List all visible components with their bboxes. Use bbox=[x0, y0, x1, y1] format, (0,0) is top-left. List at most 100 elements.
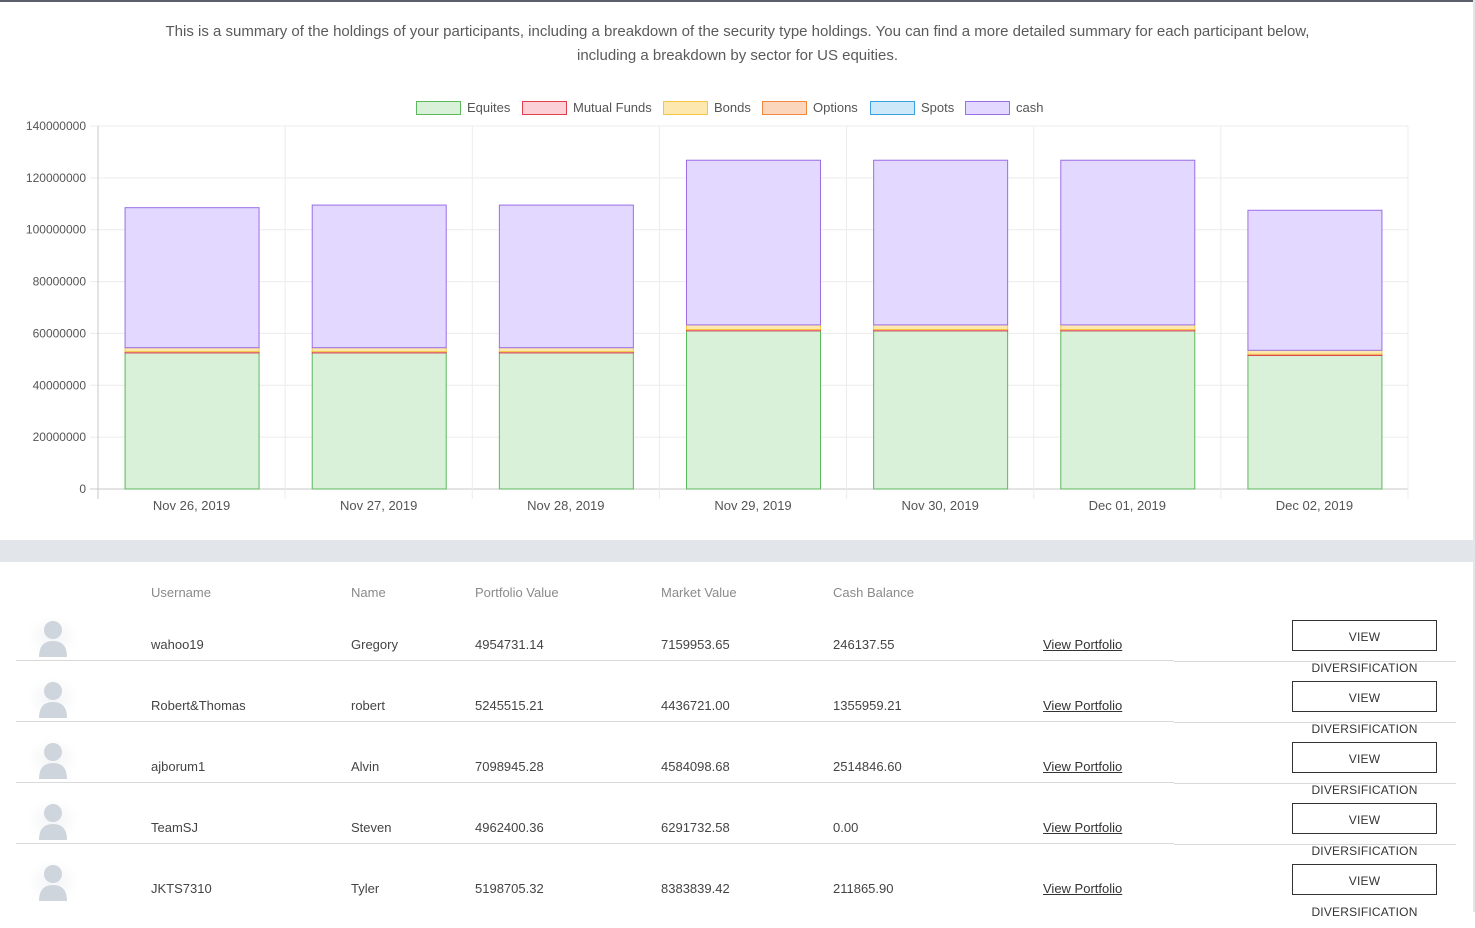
view-diversification-button[interactable]: VIEW DIVERSIFICATION bbox=[1292, 864, 1437, 919]
bar-segment-cash bbox=[311, 204, 447, 349]
cell-market-value: 4436721.00 bbox=[661, 698, 730, 713]
user-silhouette-icon bbox=[39, 804, 67, 840]
participants-table: Username Name Portfolio Value Market Val… bbox=[0, 562, 1475, 919]
cell-cash-balance: 2514846.60 bbox=[833, 759, 902, 774]
bar-segment-cash bbox=[1060, 159, 1196, 326]
row-divider bbox=[134, 660, 1174, 661]
view-portfolio-link[interactable]: View Portfolio bbox=[1043, 881, 1123, 896]
cell-name: robert bbox=[351, 698, 385, 713]
cell-market-value: 8383839.42 bbox=[661, 881, 730, 896]
x-tick-label: Nov 26, 2019 bbox=[153, 498, 230, 513]
y-tick-label: 20000000 bbox=[33, 430, 87, 444]
bar-segment-equites bbox=[873, 330, 1009, 490]
row-divider bbox=[1174, 844, 1456, 845]
header-cash-balance: Cash Balance bbox=[833, 585, 914, 600]
table-row: TeamSJ Steven 4962400.36 6291732.58 0.00… bbox=[0, 798, 1475, 859]
avatar bbox=[28, 678, 78, 718]
row-divider bbox=[134, 843, 1174, 844]
bar-segment-bonds bbox=[498, 347, 634, 353]
legend-swatch bbox=[416, 101, 461, 115]
bar-segment-cash bbox=[498, 204, 634, 349]
user-silhouette-icon bbox=[39, 865, 67, 901]
header-name: Name bbox=[351, 585, 386, 600]
row-divider bbox=[134, 782, 1174, 783]
view-portfolio-link[interactable]: View Portfolio bbox=[1043, 759, 1123, 774]
cell-cash-balance: 1355959.21 bbox=[833, 698, 902, 713]
legend-label: Equites bbox=[467, 100, 511, 115]
summary-description-line-2: including a breakdown by sector for US e… bbox=[576, 47, 898, 64]
holdings-stacked-bar-chart: 0 20000000 40000000 60000000 80000000 1000000… bbox=[26, 100, 1409, 513]
user-silhouette-icon bbox=[39, 621, 67, 657]
legend-swatch bbox=[663, 101, 708, 115]
row-divider bbox=[134, 721, 1174, 722]
view-portfolio-link[interactable]: View Portfolio bbox=[1043, 698, 1123, 713]
cell-username: TeamSJ bbox=[151, 820, 198, 835]
cell-name: Alvin bbox=[351, 759, 380, 774]
y-tick-label: 120000000 bbox=[26, 171, 86, 185]
cell-portfolio-value: 5245515.21 bbox=[475, 698, 544, 713]
row-divider bbox=[16, 660, 134, 661]
legend-label: Bonds bbox=[714, 100, 751, 115]
avatar bbox=[28, 800, 78, 840]
view-diversification-button[interactable]: VIEW DIVERSIFICATION bbox=[1292, 803, 1437, 858]
summary-description: This is a summary of the holdings of you… bbox=[120, 20, 1355, 68]
bar-segment-bonds bbox=[1247, 349, 1383, 355]
bar-segment-cash bbox=[873, 159, 1009, 326]
bar-segment-bonds bbox=[1060, 324, 1196, 331]
legend-label: cash bbox=[1016, 100, 1043, 115]
bar-segment-cash bbox=[124, 207, 260, 349]
cell-username: JKTS7310 bbox=[151, 881, 212, 896]
scroll-edge bbox=[1473, 0, 1475, 912]
cell-name: Tyler bbox=[351, 881, 380, 896]
view-diversification-button[interactable]: VIEW DIVERSIFICATION bbox=[1292, 681, 1437, 736]
table-row: Robert&Thomas robert 5245515.21 4436721.… bbox=[0, 676, 1475, 737]
row-divider bbox=[16, 782, 134, 783]
row-divider bbox=[1174, 783, 1456, 784]
cell-name: Gregory bbox=[351, 637, 398, 652]
bar-segment-equites bbox=[1247, 354, 1383, 490]
view-portfolio-link[interactable]: View Portfolio bbox=[1043, 820, 1123, 835]
bar-segment-bonds bbox=[686, 324, 821, 331]
cell-portfolio-value: 4962400.36 bbox=[475, 820, 544, 835]
x-tick-label: Nov 28, 2019 bbox=[527, 498, 604, 513]
view-diversification-button[interactable]: VIEW DIVERSIFICATION bbox=[1292, 742, 1437, 797]
cell-cash-balance: 246137.55 bbox=[833, 637, 895, 652]
header-username: Username bbox=[151, 585, 211, 600]
legend-swatch bbox=[762, 101, 807, 115]
table-row: wahoo19 Gregory 4954731.14 7159953.65 24… bbox=[0, 615, 1475, 676]
y-tick-label: 40000000 bbox=[33, 378, 87, 392]
avatar bbox=[28, 861, 78, 901]
legend-label: Mutual Funds bbox=[573, 100, 652, 115]
cell-market-value: 4584098.68 bbox=[661, 759, 730, 774]
view-portfolio-link[interactable]: View Portfolio bbox=[1043, 637, 1123, 652]
row-divider bbox=[16, 721, 134, 722]
y-tick-label: 100000000 bbox=[26, 223, 86, 237]
row-divider bbox=[1174, 722, 1456, 723]
view-diversification-button[interactable]: VIEW DIVERSIFICATION bbox=[1292, 620, 1437, 675]
x-tick-label: Nov 27, 2019 bbox=[340, 498, 417, 513]
x-tick-label: Nov 29, 2019 bbox=[714, 498, 791, 513]
summary-description-line-1: This is a summary of the holdings of you… bbox=[165, 23, 1310, 40]
x-tick-label: Dec 02, 2019 bbox=[1276, 498, 1353, 513]
legend-swatch bbox=[870, 101, 915, 115]
cell-cash-balance: 211865.90 bbox=[833, 881, 894, 896]
bar-segment-equites bbox=[1060, 330, 1196, 490]
cell-username: wahoo19 bbox=[151, 637, 204, 652]
cell-portfolio-value: 5198705.32 bbox=[475, 881, 544, 896]
bar-segment-bonds bbox=[124, 347, 260, 353]
cell-portfolio-value: 4954731.14 bbox=[475, 637, 544, 652]
header-portfolio-value: Portfolio Value bbox=[475, 585, 559, 600]
legend-label: Options bbox=[813, 100, 858, 115]
user-silhouette-icon bbox=[39, 743, 67, 779]
header-market-value: Market Value bbox=[661, 585, 737, 600]
holdings-summary-panel: This is a summary of the holdings of you… bbox=[0, 0, 1473, 513]
legend-swatch bbox=[522, 101, 567, 115]
avatar bbox=[28, 739, 78, 779]
y-tick-label: 60000000 bbox=[33, 326, 87, 340]
row-divider bbox=[1174, 661, 1456, 662]
section-separator bbox=[0, 540, 1475, 562]
cell-cash-balance: 0.00 bbox=[833, 820, 859, 835]
bar-segment-equites bbox=[498, 352, 634, 490]
legend-swatch bbox=[965, 101, 1010, 115]
y-tick-label: 140000000 bbox=[26, 119, 86, 133]
